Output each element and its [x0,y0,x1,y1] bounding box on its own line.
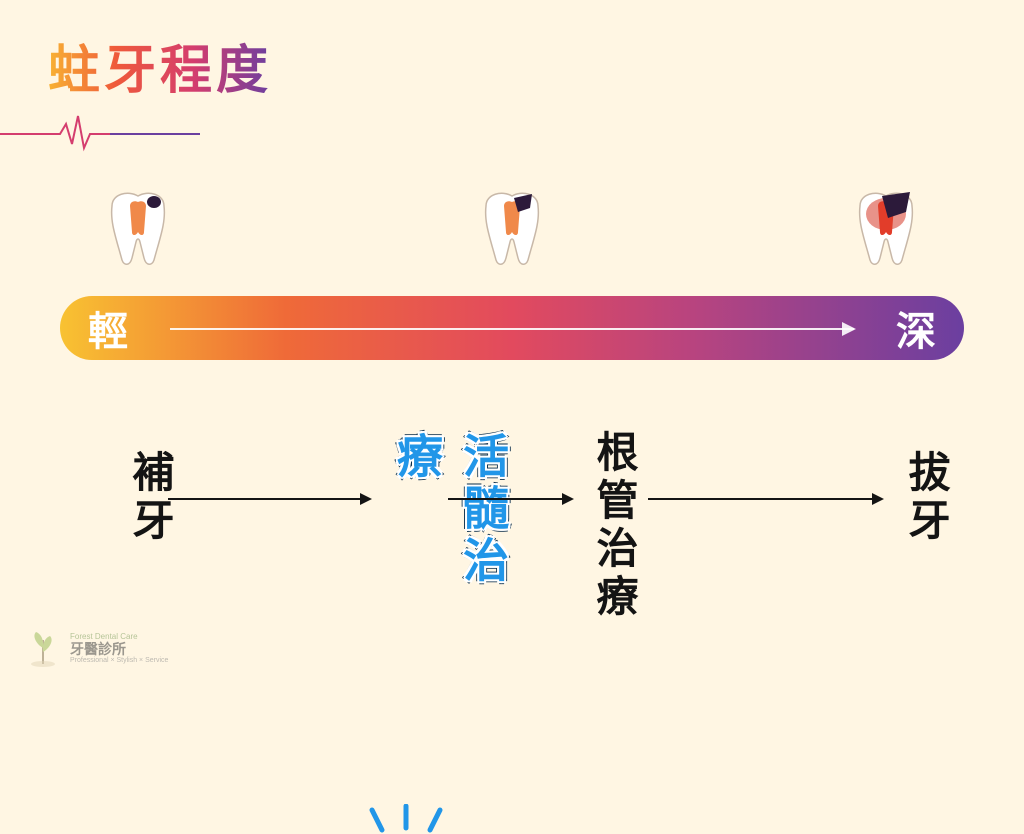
treatments-flow: 補牙 活髓治療 根管治療 拔牙 [0,402,1024,622]
logo-zh-text: 牙醫診所 [70,642,168,657]
page-title: 蛀牙程度 [48,28,272,103]
tooth-mild-icon [100,188,176,268]
tooth-severe-icon [848,188,924,268]
logo-leaf-icon [22,628,64,670]
clinic-logo: Forest Dental Care 牙醫診所 Professional × S… [22,628,168,670]
treatment-arrow-2 [448,498,572,500]
treatment-root-canal: 根管治療 [584,430,645,622]
tooth-medium-icon [474,188,550,268]
severity-bar: 輕 深 [60,296,964,360]
treatment-extraction: 拔牙 [896,450,957,546]
ecg-decoration [0,112,200,152]
treatment-pulp-vital: 活髓治療 [384,432,516,622]
severity-left-label: 輕 [88,299,128,357]
treatment-arrow-1 [168,498,370,500]
severity-arrow [170,328,854,330]
treatment-arrow-3 [648,498,882,500]
severity-right-label: 深 [896,299,936,357]
logo-sub-text: Professional × Stylish × Service [70,657,168,665]
highlight-rays-icon [366,804,446,834]
teeth-row [0,188,1024,268]
